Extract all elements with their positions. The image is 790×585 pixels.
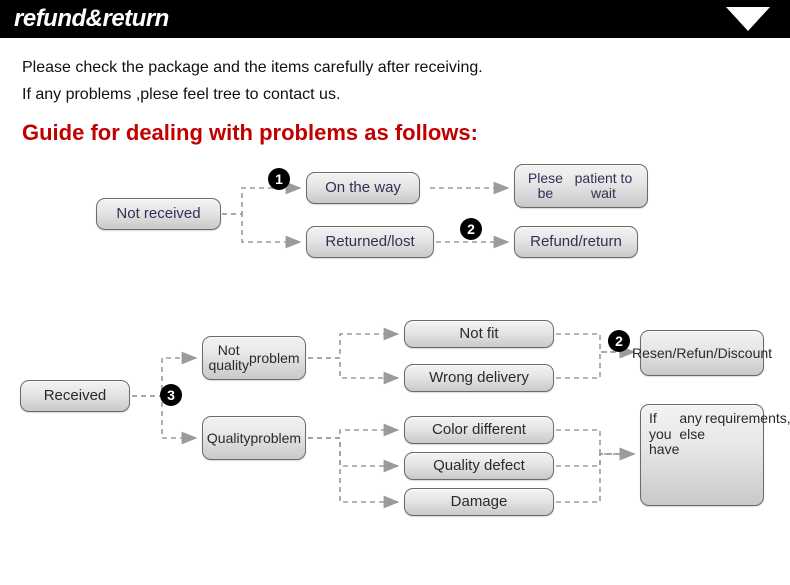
circle-num-c4: 2 xyxy=(608,330,630,352)
intro-line-1: Please check the package and the items c… xyxy=(22,54,770,81)
edge-not_received-to-returned_lost xyxy=(222,214,300,242)
circle-num-c3: 3 xyxy=(160,384,182,406)
node-quality: Qualityproblem xyxy=(202,416,306,460)
node-quality-def: Quality defect xyxy=(404,452,554,480)
node-color-diff: Color different xyxy=(404,416,554,444)
edge-color_diff-to-else_req xyxy=(556,430,634,454)
header-bar: refund&return xyxy=(0,0,790,38)
node-returned-lost: Returned/lost xyxy=(306,226,434,258)
node-received: Received xyxy=(20,380,130,412)
edge-wrong_deliv-to-resen xyxy=(556,352,634,378)
guide-title: Guide for dealing with problems as follo… xyxy=(0,114,790,152)
circle-num-c2: 2 xyxy=(460,218,482,240)
intro-line-2: If any problems ,plese feel tree to cont… xyxy=(22,81,770,108)
header-title: refund&return xyxy=(14,5,169,33)
node-resen: Resen/Refun/Discount xyxy=(640,330,764,376)
node-not-fit: Not fit xyxy=(404,320,554,348)
node-else-req: If you haveany elserequirements,you clul… xyxy=(640,404,764,506)
circle-num-c1: 1 xyxy=(268,168,290,190)
node-damage: Damage xyxy=(404,488,554,516)
node-not-quality: Not qualityproblem xyxy=(202,336,306,380)
edge-quality_def-to-else_req xyxy=(556,454,634,466)
node-refund-return: Refund/return xyxy=(514,226,638,258)
down-arrow-icon xyxy=(726,7,770,31)
edge-not_quality-to-wrong_deliv xyxy=(308,358,398,378)
edge-damage-to-else_req xyxy=(556,454,634,502)
node-not-received: Not received xyxy=(96,198,221,230)
intro-block: Please check the package and the items c… xyxy=(0,38,790,114)
flowchart-canvas: Not received On the way Plese bepatient to… xyxy=(0,152,790,582)
node-patient-wait: Plese bepatient to wait xyxy=(514,164,648,208)
edge-quality-to-color_diff xyxy=(308,430,398,438)
edge-quality-to-quality_def xyxy=(308,438,398,466)
edge-quality-to-damage xyxy=(308,438,398,502)
node-on-the-way: On the way xyxy=(306,172,420,204)
node-wrong-deliv: Wrong delivery xyxy=(404,364,554,392)
edge-not_received-to-on_the_way xyxy=(222,188,300,214)
edge-not_quality-to-not_fit xyxy=(308,334,398,358)
